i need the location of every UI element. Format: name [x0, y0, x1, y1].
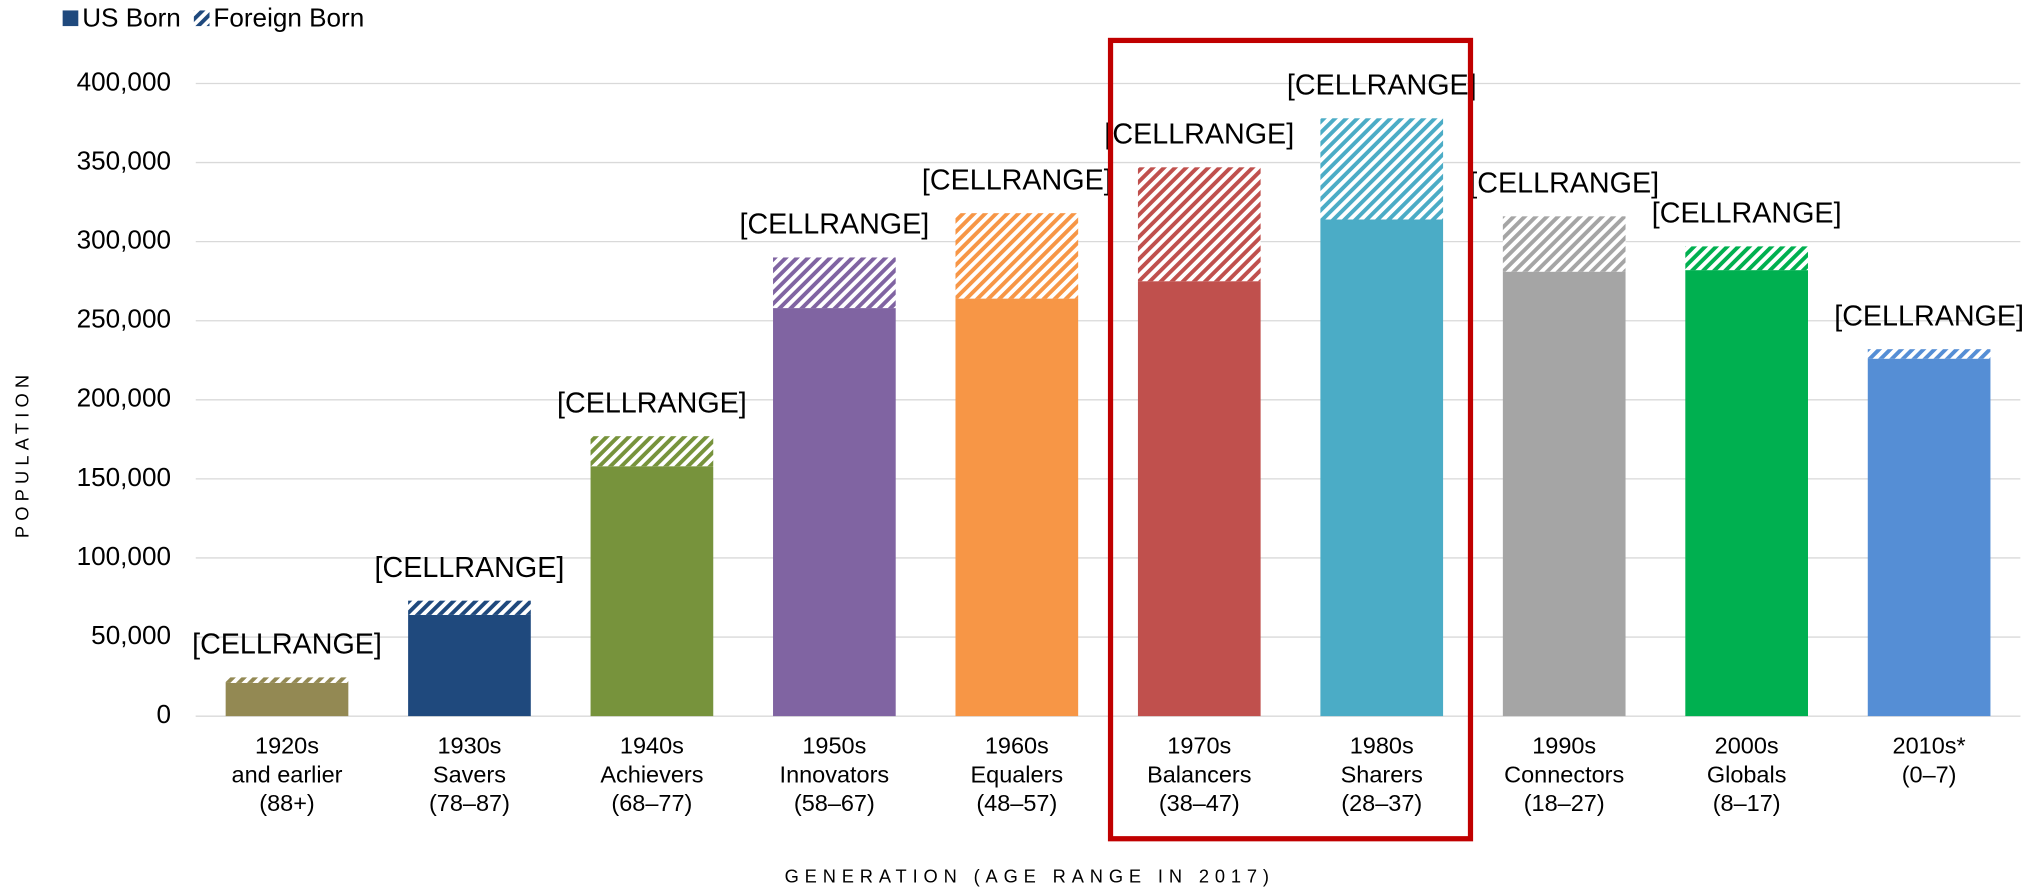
y-tick-label: 100,000: [77, 541, 171, 571]
bar-segment: [1685, 246, 1808, 271]
y-tick-label: 0: [156, 699, 171, 729]
bar-segment: [1320, 118, 1444, 220]
y-tick-label: 400,000: [77, 66, 171, 96]
bar-segment: [955, 298, 1079, 717]
bar-segment: [590, 436, 714, 467]
legend-swatch: [193, 10, 210, 27]
x-tick-label: 1970s: [1167, 733, 1231, 759]
bar-segment: [1137, 167, 1261, 282]
x-tick-label: and earlier: [232, 761, 343, 787]
x-tick-label: Connectors: [1504, 761, 1624, 787]
x-tick-label: (48–57): [976, 790, 1057, 816]
bar-segment: [1867, 358, 1991, 717]
x-tick-label: (78–87): [429, 790, 510, 816]
legend-swatch: [62, 10, 79, 27]
data-label: [CELLRANGE]: [1834, 300, 2024, 332]
y-tick-label: 200,000: [77, 383, 171, 413]
x-tick-label: 1990s: [1532, 733, 1596, 759]
x-tick-label: Balancers: [1147, 761, 1251, 787]
data-label: [CELLRANGE]: [192, 629, 382, 661]
data-label: [CELLRANGE]: [557, 387, 747, 419]
bar-segment: [225, 682, 349, 717]
x-tick-label: Savers: [433, 761, 506, 787]
x-tick-label: 1920s: [255, 733, 319, 759]
x-tick-label: 2010s*: [1893, 733, 1966, 759]
data-label: [CELLRANGE]: [1652, 198, 1842, 230]
legend-label: US Born: [82, 2, 181, 32]
bar-segment: [1867, 349, 1991, 359]
legend-label: Foreign Born: [213, 2, 364, 32]
data-label: [CELLRANGE]: [739, 209, 929, 241]
y-tick-label: 350,000: [77, 145, 171, 175]
y-axis-label: POPULATION: [11, 370, 32, 538]
x-tick-label: (38–47): [1159, 790, 1240, 816]
bar-segment: [1137, 281, 1261, 717]
highlight-box: [1107, 37, 1474, 842]
x-tick-label: Achievers: [600, 761, 703, 787]
x-tick-label: 1940s: [620, 733, 684, 759]
x-tick-label: (8–17): [1713, 790, 1781, 816]
x-tick-label: (58–67): [794, 790, 875, 816]
y-tick-label: 150,000: [77, 462, 171, 492]
x-tick-label: 2000s: [1715, 733, 1779, 759]
bar-segment: [773, 257, 896, 309]
x-tick-label: 1980s: [1350, 733, 1414, 759]
data-label: [CELLRANGE]: [375, 552, 565, 584]
y-tick-label: 300,000: [77, 225, 171, 255]
x-tick-label: 1930s: [437, 733, 501, 759]
bar-segment: [225, 677, 349, 683]
data-label: [CELLRANGE]: [1469, 168, 1659, 200]
x-tick-label: Equalers: [970, 761, 1063, 787]
data-label: [CELLRANGE]: [922, 164, 1112, 196]
x-tick-label: (88+): [259, 790, 314, 816]
data-label: [CELLRANGE]: [1104, 119, 1294, 151]
y-tick-label: 50,000: [91, 620, 171, 650]
bar-segment: [955, 213, 1079, 299]
x-tick-label: Innovators: [780, 761, 890, 787]
x-tick-label: (18–27): [1524, 790, 1605, 816]
bar-segment: [408, 614, 531, 717]
bar-segment: [590, 466, 714, 717]
bar-segment: [773, 308, 896, 717]
x-tick-label: (0–7): [1902, 761, 1957, 787]
bar-segment: [1502, 271, 1626, 717]
data-label: [CELLRANGE]: [1287, 70, 1477, 102]
x-tick-label: 1960s: [985, 733, 1049, 759]
bar-segment: [1685, 270, 1808, 717]
x-tick-label: (68–77): [611, 790, 692, 816]
bar-segment: [1320, 219, 1444, 717]
x-tick-label: (28–37): [1341, 790, 1422, 816]
x-tick-label: Sharers: [1341, 761, 1423, 787]
bar-segment: [408, 600, 531, 615]
x-tick-label: 1950s: [802, 733, 866, 759]
bar-segment: [1502, 216, 1626, 272]
x-axis-label: GENERATION (AGE RANGE IN 2017): [785, 866, 1275, 887]
y-tick-label: 250,000: [77, 304, 171, 334]
x-tick-label: Globals: [1707, 761, 1787, 787]
